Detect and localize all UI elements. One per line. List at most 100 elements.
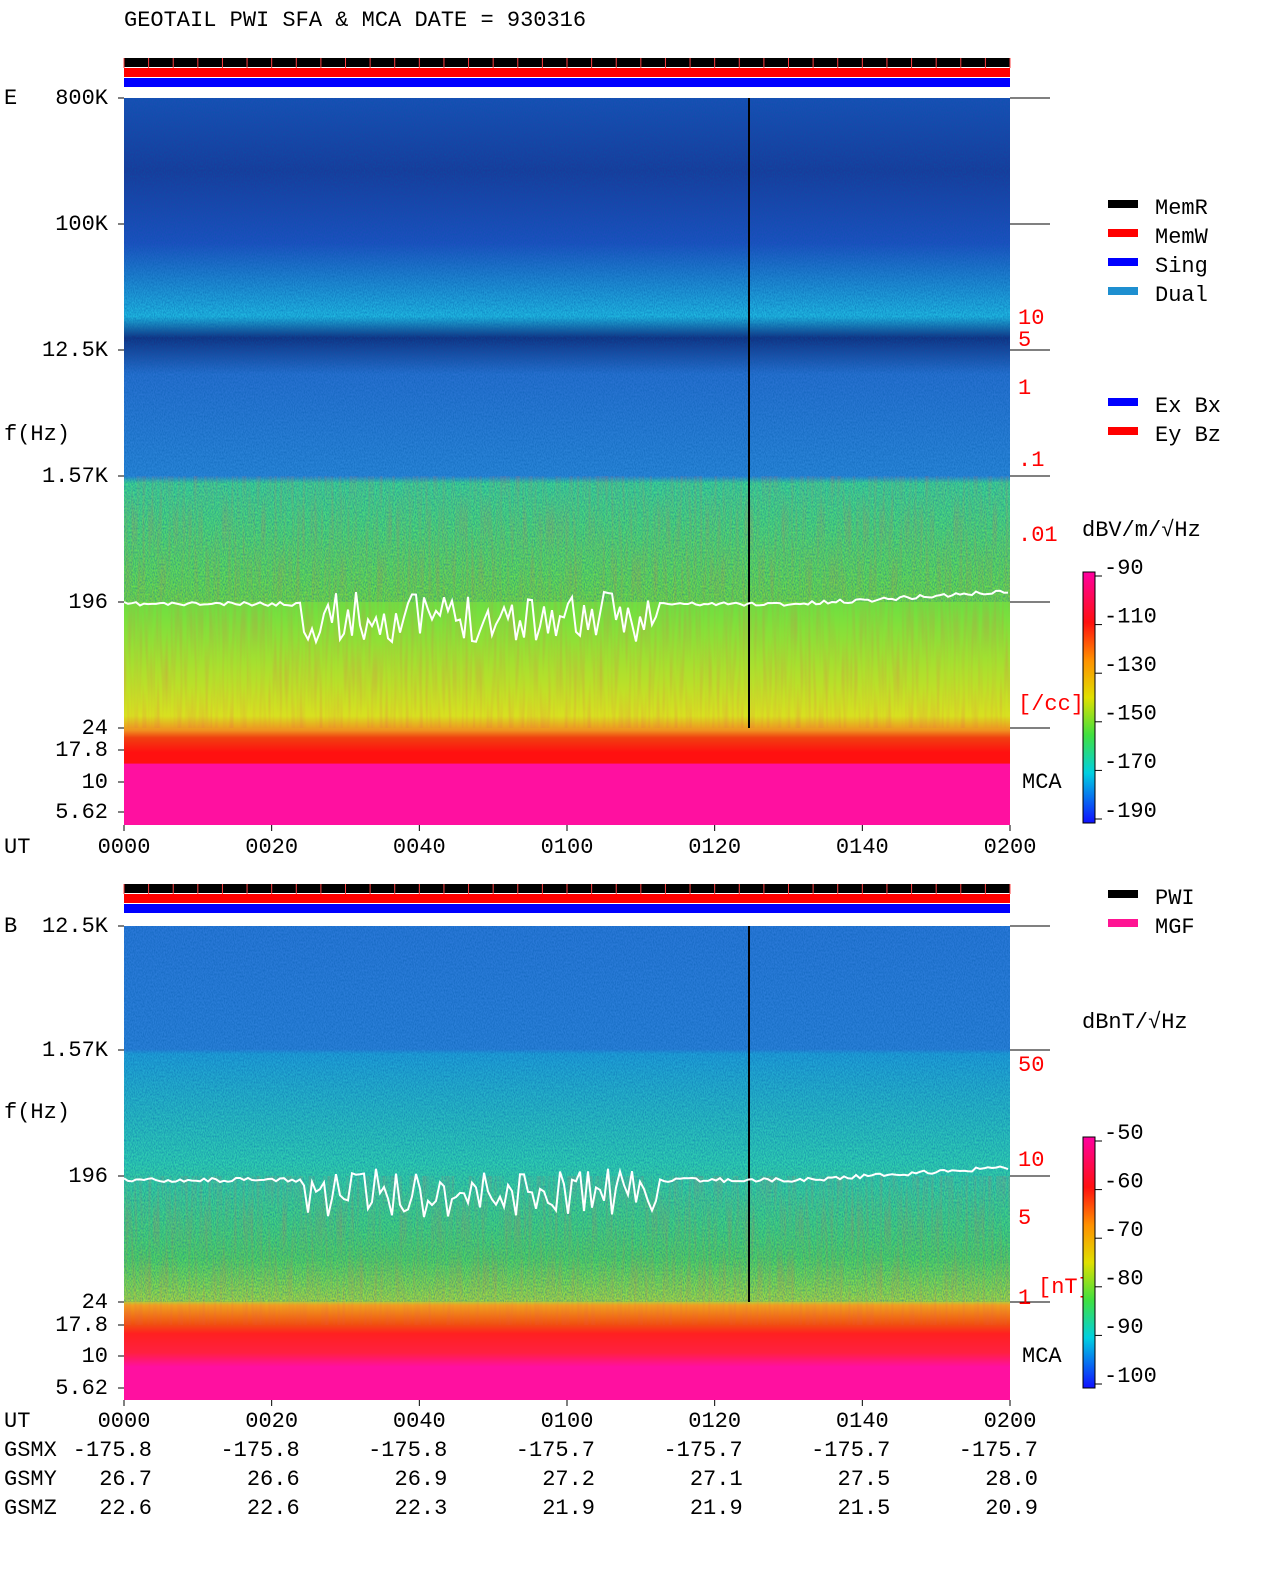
- colorbar-unit: dBnT/√Hz: [1082, 1010, 1188, 1035]
- right-scale-label: 1: [1018, 376, 1031, 401]
- legend-swatch: [1108, 890, 1138, 898]
- orbit-value: -175.8: [73, 1438, 152, 1463]
- right-scale-label: 10: [1018, 306, 1044, 331]
- orbit-value: -175.7: [811, 1438, 890, 1463]
- y-tick-label: 5.62: [55, 1376, 108, 1401]
- y-tick-label: 196: [68, 1164, 108, 1189]
- x-tick-label: 0040: [393, 835, 446, 860]
- density-trace: [123, 589, 1009, 646]
- status-bar: [124, 68, 1010, 77]
- legend-label: Ey Bz: [1155, 423, 1221, 448]
- colorbar: [1082, 1136, 1096, 1389]
- orbit-row-label: GSMX: [4, 1438, 57, 1463]
- orbit-row-label: GSMY: [4, 1467, 57, 1492]
- x-tick-label: 0100: [541, 835, 594, 860]
- x-axis-label: UT: [4, 1409, 30, 1434]
- orbit-value: 27.1: [690, 1467, 743, 1492]
- spectrogram-stripes: [124, 1176, 1010, 1325]
- x-tick-label: 0100: [541, 1409, 594, 1434]
- colorbar-tick-label: -50: [1104, 1121, 1144, 1146]
- orbit-value: 21.9: [542, 1496, 595, 1521]
- legend-label: Sing: [1155, 254, 1208, 279]
- x-tick-label: 0140: [836, 835, 889, 860]
- x-tick-label: 0200: [984, 835, 1037, 860]
- legend-label: MemR: [1155, 196, 1208, 221]
- colorbar: [1082, 571, 1096, 824]
- panel-label: B: [4, 914, 17, 939]
- mca-label: MCA: [1022, 770, 1062, 795]
- status-bar: [124, 78, 1010, 87]
- orbit-value: 26.6: [247, 1467, 300, 1492]
- density-trace: [123, 1165, 1009, 1218]
- legend-label: PWI: [1155, 886, 1195, 911]
- orbit-value: 22.3: [395, 1496, 448, 1521]
- x-tick-label: 0040: [393, 1409, 446, 1434]
- orbit-value: 22.6: [99, 1496, 152, 1521]
- orbit-value: 20.9: [985, 1496, 1038, 1521]
- legend-swatch: [1108, 287, 1138, 295]
- right-scale-label: 10: [1018, 1148, 1044, 1173]
- legend-swatch: [1108, 229, 1138, 237]
- y-tick-label: 1.57K: [42, 1038, 109, 1063]
- y-tick-label: 1.57K: [42, 464, 109, 489]
- y-tick-label: 800K: [55, 86, 109, 111]
- colorbar-tick-label: -110: [1104, 604, 1157, 629]
- colorbar-tick-label: -90: [1104, 556, 1144, 581]
- y-tick-label: 10: [82, 1344, 108, 1369]
- orbit-value: -175.8: [368, 1438, 447, 1463]
- orbit-row-label: GSMZ: [4, 1496, 57, 1521]
- status-bar: [124, 904, 1010, 913]
- x-tick-label: 0200: [984, 1409, 1037, 1434]
- y-tick-label: 17.8: [55, 1313, 108, 1338]
- right-scale-label: 5: [1018, 328, 1031, 353]
- y-tick-label: 12.5K: [42, 338, 109, 363]
- x-tick-label: 0140: [836, 1409, 889, 1434]
- orbit-value: -175.7: [663, 1438, 742, 1463]
- orbit-value: -175.8: [220, 1438, 299, 1463]
- colorbar-unit: dBV/m/√Hz: [1082, 518, 1201, 543]
- legend-label: MemW: [1155, 225, 1209, 250]
- y-tick-label: 17.8: [55, 738, 108, 763]
- orbit-value: 27.2: [542, 1467, 595, 1492]
- orbit-value: 26.7: [99, 1467, 152, 1492]
- y-tick-label: 5.62: [55, 800, 108, 825]
- orbit-value: 21.5: [838, 1496, 891, 1521]
- y-axis-label: f(Hz): [4, 422, 70, 447]
- x-tick-label: 0020: [245, 835, 298, 860]
- right-scale-label: 5: [1018, 1206, 1031, 1231]
- legend-swatch: [1108, 398, 1138, 406]
- right-scale-label: .1: [1018, 448, 1044, 473]
- colorbar-tick-label: -130: [1104, 653, 1157, 678]
- colorbar-tick-label: -70: [1104, 1218, 1144, 1243]
- colorbar-tick-label: -150: [1104, 702, 1157, 727]
- y-tick-label: 24: [82, 1290, 108, 1315]
- status-bar: [124, 894, 1010, 903]
- orbit-value: 22.6: [247, 1496, 300, 1521]
- orbit-value: 27.5: [838, 1467, 891, 1492]
- x-tick-label: 0120: [688, 835, 741, 860]
- legend-swatch: [1108, 258, 1138, 266]
- title: GEOTAIL PWI SFA & MCA DATE = 930316: [124, 8, 586, 33]
- y-tick-label: 24: [82, 716, 108, 741]
- legend-swatch: [1108, 919, 1138, 927]
- right-scale-label: .01: [1018, 523, 1058, 548]
- y-tick-label: 100K: [55, 212, 109, 237]
- colorbar-tick-label: -60: [1104, 1169, 1144, 1194]
- colorbar-tick-label: -170: [1104, 750, 1157, 775]
- right-scale-label: [/cc]: [1018, 692, 1084, 717]
- legend-label: Dual: [1155, 283, 1208, 308]
- colorbar-tick-label: -100: [1104, 1364, 1157, 1389]
- legend-swatch: [1108, 200, 1138, 208]
- mca-label: MCA: [1022, 1344, 1062, 1369]
- panel-label: E: [4, 86, 17, 111]
- colorbar-tick-label: -90: [1104, 1315, 1144, 1340]
- legend-label: Ex Bx: [1155, 394, 1221, 419]
- spectrogram-stripes: [124, 476, 1010, 728]
- legend-label: MGF: [1155, 915, 1195, 940]
- legend-swatch: [1108, 427, 1138, 435]
- y-tick-label: 196: [68, 590, 108, 615]
- x-tick-label: 0020: [245, 1409, 298, 1434]
- y-tick-label: 10: [82, 770, 108, 795]
- colorbar-tick-label: -80: [1104, 1267, 1144, 1292]
